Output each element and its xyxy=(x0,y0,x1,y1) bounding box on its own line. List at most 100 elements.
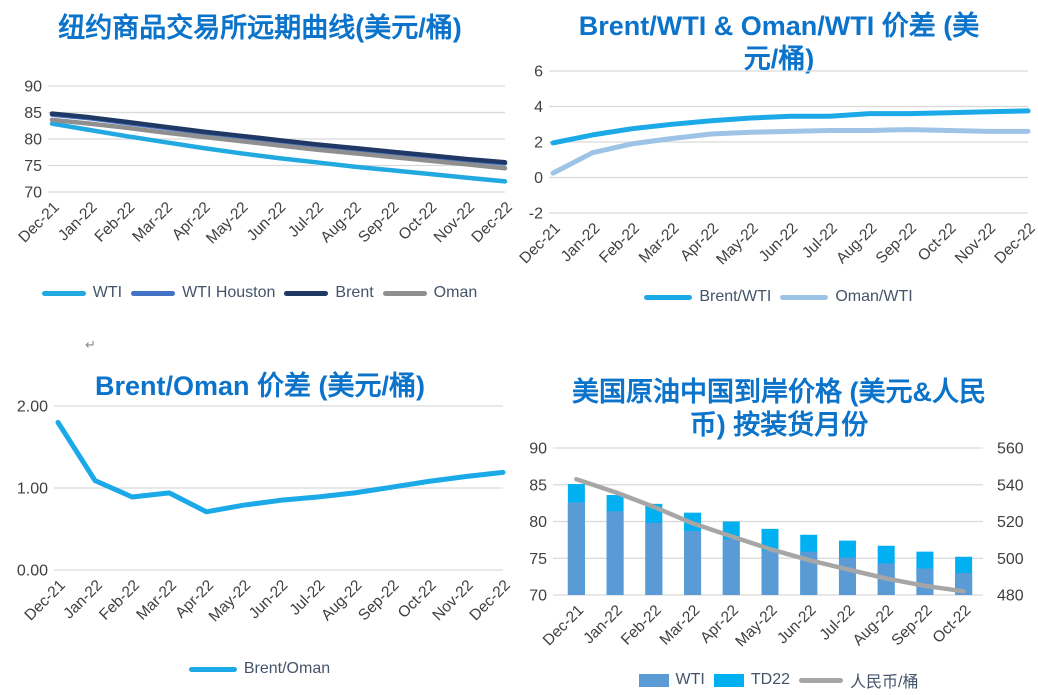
y-axis-tick-label: 75 xyxy=(24,158,42,175)
legend-item-人民币/桶: 人民币/桶 xyxy=(799,668,918,692)
legend-line-swatch xyxy=(799,677,843,683)
x-axis-tick-label: Dec-21 xyxy=(15,199,62,246)
secondary-y-axis-tick-label: 500 xyxy=(997,551,1024,568)
x-axis-tick-label: Nov-22 xyxy=(952,220,999,267)
y-axis-tick-label: 80 xyxy=(529,514,547,531)
series-Brent/WTI-line xyxy=(550,108,1031,146)
cif-china-plot-area: 90 85 80 75 70 560 540 520 500 480 Dec-21Jan-22Feb… xyxy=(529,441,1024,651)
series-人民币/桶-line xyxy=(574,476,966,594)
y-axis-tick-label: 1.00 xyxy=(17,481,48,498)
legend-item-WTI: WTI xyxy=(41,284,123,302)
legend-bar-swatch xyxy=(713,673,744,687)
x-axis-tick-label: Jun-22 xyxy=(244,199,290,245)
bar xyxy=(645,522,663,595)
x-axis-tick-label: Feb-22 xyxy=(96,577,143,624)
y-axis-tick-label: 2 xyxy=(534,135,543,152)
legend-item-Brent/Oman: Brent/Oman xyxy=(188,660,331,678)
legend-label: WTI xyxy=(675,671,705,688)
nymex-legend: WTI WTI Houston Brent Oman xyxy=(0,284,519,302)
x-axis-tick-label: Sep-22 xyxy=(355,199,402,246)
bar xyxy=(606,511,624,595)
legend-item-Oman: Oman xyxy=(382,284,478,302)
secondary-y-axis-tick-label: 560 xyxy=(997,441,1024,458)
x-axis-tick-label: May-22 xyxy=(713,220,762,269)
legend-bar-swatch xyxy=(638,673,669,687)
x-axis-tick-label: Jun-22 xyxy=(756,220,802,266)
x-axis-tick-label: Oct-22 xyxy=(915,220,960,265)
y-axis-tick-label: 0 xyxy=(534,170,543,187)
x-axis-tick-label: Mar-22 xyxy=(657,602,704,649)
legend-label: Brent/WTI xyxy=(699,288,772,305)
y-axis-tick-label: 80 xyxy=(24,132,42,149)
legend-label: 人民币/桶 xyxy=(850,674,919,691)
chart-panel-brent-oman-spread: Brent/Oman 价差 (美元/桶) 2.00 1.00 0.00 Dec-21 J… xyxy=(0,330,519,695)
brent-oman-legend: Brent/Oman xyxy=(0,660,519,678)
secondary-y-axis-tick-label: 520 xyxy=(997,514,1024,531)
series-Oman-line xyxy=(49,117,508,171)
x-axis-tick-label: Feb-22 xyxy=(596,220,643,267)
x-axis-tick-label: Jan-22 xyxy=(55,199,101,245)
legend-label: Brent xyxy=(335,284,374,301)
secondary-y-axis-tick-label: 480 xyxy=(997,588,1024,605)
legend-label: TD22 xyxy=(750,671,790,688)
legend-label: Brent/Oman xyxy=(243,660,331,677)
legend-line-swatch xyxy=(41,290,86,296)
y-axis-tick-label: 70 xyxy=(24,185,42,202)
cif-china-legend: WTI TD22 人民币/桶 xyxy=(519,668,1038,692)
x-axis-tick-label: Mar-22 xyxy=(636,220,683,267)
x-axis-tick-label: Nov-22 xyxy=(431,199,478,246)
y-axis-tick-label: 0.00 xyxy=(17,563,48,580)
x-axis-tick-label: Sep-22 xyxy=(873,220,920,267)
legend-label: WTI xyxy=(92,284,123,301)
secondary-y-axis-tick-label: 540 xyxy=(997,477,1024,494)
x-axis-tick-label: Feb-22 xyxy=(618,602,665,649)
x-axis-tick-label: Jan-22 xyxy=(580,602,626,648)
y-axis-tick-label: 90 xyxy=(529,441,547,458)
x-axis-tick-label: Dec-21 xyxy=(540,602,587,649)
x-axis-tick-label: Dec-21 xyxy=(21,577,68,624)
y-axis-tick-label: 85 xyxy=(24,105,42,122)
x-axis-tick-label: May-22 xyxy=(732,602,781,651)
chart-panel-us-crude-cif-china: 美国原油中国到岸价格 (美元&人民币) 按装货月份 90 85 80 75 70 560 5… xyxy=(519,330,1038,695)
bar xyxy=(567,502,585,595)
x-axis-tick-label: Aug-22 xyxy=(833,220,880,267)
paragraph-return-mark: ↵ xyxy=(85,338,96,353)
bar xyxy=(916,568,934,595)
x-axis-tick-label: Dec-22 xyxy=(466,577,513,624)
chart-panel-nymex-forward-curve: 纽约商品交易所远期曲线(美元/桶) 90 85 80 75 70 Dec-21 Jan-22… xyxy=(0,0,519,330)
wti-spreads-plot-area: 6420-2Dec-21Jan-22Feb-22Mar-22Apr-22May-… xyxy=(516,64,1038,269)
y-axis-tick-label: 6 xyxy=(534,64,543,81)
x-axis-tick-label: Sep-22 xyxy=(888,602,935,649)
legend-label: WTI Houston xyxy=(182,284,276,301)
x-axis-tick-label: Jan-22 xyxy=(558,220,604,266)
nymex-plot-area: 9085807570Dec-21Jan-22Feb-22Mar-22Apr-22… xyxy=(15,79,515,248)
x-axis-tick-label: Aug-22 xyxy=(850,602,897,649)
bar xyxy=(684,531,702,595)
x-axis-tick-label: Jun-22 xyxy=(774,602,820,648)
x-axis-tick-label: Oct-22 xyxy=(930,602,975,647)
legend-item-Brent: Brent xyxy=(284,284,374,302)
series-Brent-line xyxy=(49,111,508,165)
x-axis-tick-label: May-22 xyxy=(206,577,255,626)
x-axis-tick-label: Mar-22 xyxy=(133,577,180,624)
legend-line-swatch xyxy=(780,294,829,300)
series-Brent/Oman-line xyxy=(55,419,506,515)
chart-title-nymex: 纽约商品交易所远期曲线(美元/桶) xyxy=(58,13,462,43)
x-axis-tick-label: Dec-22 xyxy=(991,220,1038,267)
legend-line-swatch xyxy=(188,666,237,672)
wti-spreads-legend: Brent/WTI Oman/WTI xyxy=(519,288,1038,306)
x-axis-tick-label: Feb-22 xyxy=(92,199,139,246)
y-axis-tick-label: 2.00 xyxy=(17,399,48,416)
legend-label: Oman xyxy=(433,284,478,301)
legend-line-swatch xyxy=(644,294,693,300)
y-axis-tick-label: 75 xyxy=(529,551,547,568)
x-axis-tick-label: Aug-22 xyxy=(317,199,364,246)
series-WTI-line xyxy=(49,121,508,184)
brent-oman-plot-area: 2.001.000.00Dec-21Jan-22Feb-22Mar-22Apr-… xyxy=(17,399,514,626)
chart-title-cif-china: 美国原油中国到岸价格 (美元&人民币) 按装货月份 xyxy=(572,377,986,440)
x-axis-tick-label: Dec-21 xyxy=(516,220,563,267)
y-axis-tick-label: -2 xyxy=(529,206,543,223)
series-Oman/WTI-line xyxy=(550,127,1031,176)
x-axis-tick-label: Sep-22 xyxy=(355,577,402,624)
